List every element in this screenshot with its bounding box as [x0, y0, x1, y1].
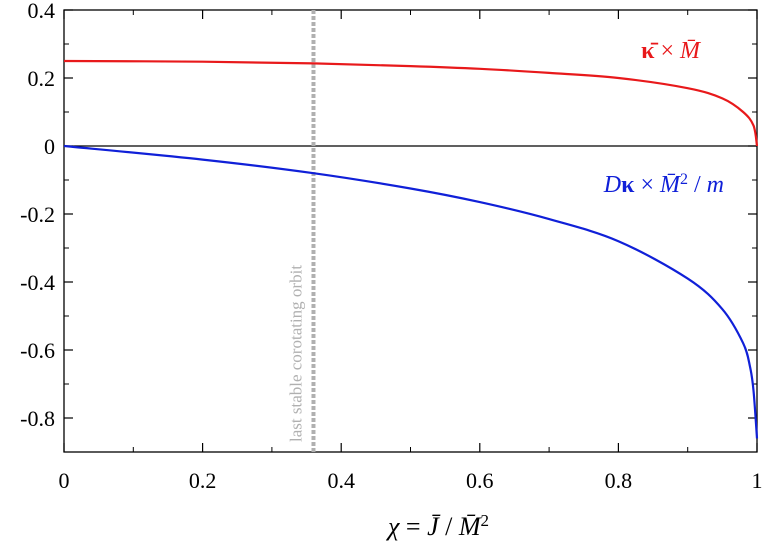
x-axis-title-part: J̄: [427, 512, 441, 541]
y-tick-label: 0.4: [28, 0, 56, 23]
labels-group: κ̄ × M̄Dκ × M̄2 / mχ = J̄ / M̄2: [385, 38, 724, 541]
y-tick-label: -0.4: [20, 270, 55, 295]
x-axis-title-part: =: [399, 512, 427, 541]
x-axis-title-part: 2: [481, 511, 490, 530]
series-label-kappa-part: κ̄: [641, 38, 658, 64]
x-tick-label: 0.2: [189, 468, 217, 493]
series-label-dkappa-part: /: [688, 172, 707, 198]
y-tick-label: -0.2: [20, 202, 55, 227]
series-label-dkappa: Dκ × M̄2 / m: [603, 171, 724, 199]
x-axis-title-part: χ: [385, 512, 400, 541]
x-tick-label: 0.8: [605, 468, 633, 493]
plot-box: [63, 9, 758, 453]
series-label-dkappa-part: 2: [680, 171, 688, 188]
ticks: 0 0.2 0.4 0.6 0.8 1 0.4 0.2 0 -0.2 -0.4 -0.6 -0.8: [20, 0, 762, 493]
y-tick-label: 0: [44, 134, 55, 159]
x-tick-label: 1: [752, 468, 763, 493]
x-tick-label: 0.4: [327, 468, 355, 493]
series-group: [63, 59, 759, 439]
x-tick-label: 0: [59, 468, 70, 493]
plot-frame: [63, 9, 758, 453]
last-stable-orbit-label: last stable corotating orbit: [286, 265, 305, 442]
series-label-dkappa-part: ×: [634, 172, 660, 198]
last-stable-orbit-line: last stable corotating orbit: [286, 10, 316, 452]
x-tick-label: 0.6: [466, 468, 494, 493]
series-label-kappa-part: M̄: [679, 38, 702, 64]
series-line-0: [63, 59, 759, 147]
series-label-kappa: κ̄ × M̄: [641, 38, 702, 64]
y-tick-label: -0.8: [20, 406, 55, 431]
series-label-dkappa-part: D: [603, 172, 621, 198]
series-line-1: [63, 144, 759, 439]
series-label-dkappa-part: M̄: [659, 172, 682, 198]
x-axis-title: χ = J̄ / M̄2: [385, 511, 489, 542]
x-axis-title-part: M̄: [458, 512, 482, 541]
series-label-dkappa-part: m: [707, 172, 724, 198]
y-tick-label: 0.2: [28, 66, 56, 91]
series-label-dkappa-part: κ: [621, 172, 635, 198]
series-label-kappa-part: ×: [654, 38, 680, 64]
y-tick-label: -0.6: [20, 338, 55, 363]
x-axis-title-part: /: [439, 512, 459, 541]
